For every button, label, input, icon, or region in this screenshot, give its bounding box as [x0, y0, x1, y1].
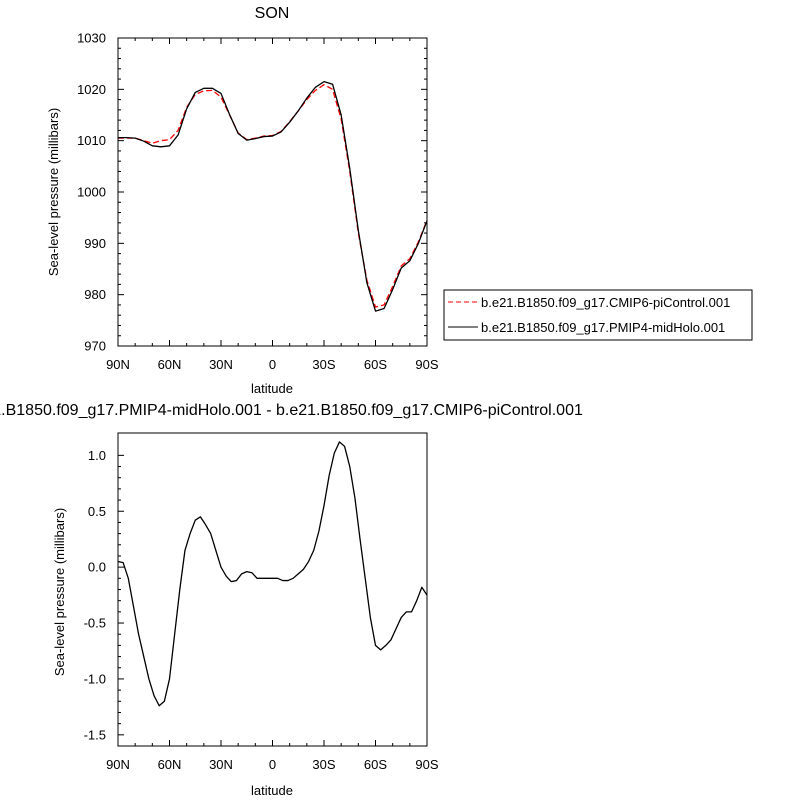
top-ticks: 90N 60N 30N 0 30S 60S 90S 970 980 990 1000 1010 1020…	[77, 31, 439, 373]
top-x-tick-label: 90S	[415, 357, 438, 372]
bottom-series-group	[117, 441, 428, 707]
top-y-tick-label: 980	[84, 287, 106, 302]
top-series-group	[118, 80, 428, 312]
top-x-tick-label: 30N	[209, 357, 233, 372]
bottom-x-tick-label: 30S	[312, 757, 335, 772]
legend: b.e21.B1850.f09_g17.CMIP6-piControl.001 …	[443, 289, 753, 341]
bottom-x-tick-label: 0	[269, 757, 276, 772]
top-y-tick-label: 1030	[77, 31, 106, 46]
legend-box	[443, 289, 753, 341]
legend-label-picontrol: b.e21.B1850.f09_g17.CMIP6-piControl.001	[481, 295, 730, 310]
top-y-tick-label: 1000	[77, 185, 106, 200]
top-x-tick-label: 30S	[312, 357, 335, 372]
bottom-y-tick-label: 1.0	[88, 448, 106, 463]
top-x-axis-label: latitude	[251, 381, 293, 396]
bottom-ticks: 90N 60N 30N 0 30S 60S 90S -1.5 -1.0 -0.5 0.0 0.5 1.0	[84, 448, 439, 772]
bottom-y-tick-label: 0.5	[88, 504, 106, 519]
top-chart: SON 90N 60N 30N 0 30S 60S 90S 970 980 990 1000 1010…	[46, 5, 753, 396]
bottom-series-line-0	[117, 441, 428, 707]
top-y-tick-label: 990	[84, 236, 106, 251]
bottom-chart-title: b.e21.B1850.f09_g17.PMIP4-midHolo.001 - …	[0, 402, 583, 419]
top-x-tick-label: 90N	[106, 357, 130, 372]
bottom-y-tick-label: 0.0	[88, 560, 106, 575]
bottom-x-tick-label: 60S	[364, 757, 387, 772]
top-y-tick-label: 970	[84, 339, 106, 354]
bottom-x-tick-label: 90N	[106, 757, 130, 772]
legend-label-midholo: b.e21.B1850.f09_g17.PMIP4-midHolo.001	[481, 320, 725, 335]
bottom-x-axis-label: latitude	[251, 783, 293, 798]
bottom-y-tick-label: -1.0	[84, 671, 106, 686]
top-chart-title: SON	[255, 5, 290, 22]
top-plot-frame	[117, 37, 428, 347]
top-series-line-1	[118, 80, 428, 312]
bottom-x-tick-label: 90S	[415, 757, 438, 772]
top-series-line-0	[118, 84, 428, 308]
top-x-tick-label: 60N	[158, 357, 182, 372]
bottom-x-tick-label: 30N	[209, 757, 233, 772]
top-y-axis-label: Sea-level pressure (millibars)	[46, 108, 61, 276]
top-x-tick-label: 60S	[364, 357, 387, 372]
top-y-tick-label: 1010	[77, 133, 106, 148]
bottom-y-tick-label: -0.5	[84, 616, 106, 631]
bottom-y-axis-label: Sea-level pressure (millibars)	[52, 508, 67, 676]
bottom-chart: b.e21.B1850.f09_g17.PMIP4-midHolo.001 - …	[0, 402, 583, 798]
bottom-y-tick-label: -1.5	[84, 727, 106, 742]
top-x-tick-label: 0	[269, 357, 276, 372]
bottom-x-tick-label: 60N	[158, 757, 182, 772]
top-y-tick-label: 1020	[77, 82, 106, 97]
